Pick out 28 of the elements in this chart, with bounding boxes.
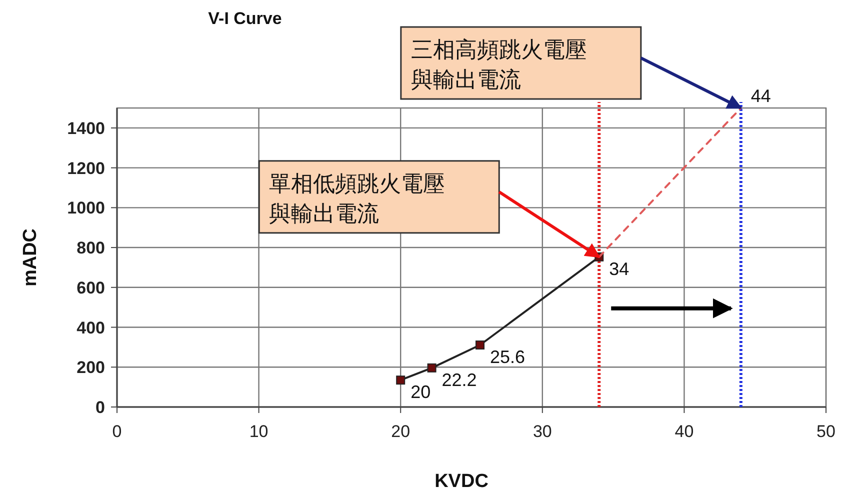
x-tick-label: 10 [249,422,268,441]
x-tick-label: 30 [532,422,552,441]
annotation: 25.6 [490,347,526,368]
y-tick-label: 600 [76,278,105,298]
annotation: 22.2 [442,370,477,390]
annotation: 單相低頻跳火電壓與輸出電流 [269,170,446,226]
y-axis-title: mADC [20,228,41,287]
y-tick-label: 800 [76,238,105,258]
y-tick-label: 200 [76,358,105,378]
annotation: 20 [410,382,431,402]
chart-title: V-I Curve [208,9,282,28]
annotation: 34 [609,258,630,279]
annotation: 單相低頻跳火電壓與輸出電流 [258,160,600,258]
point [427,363,436,372]
x-tick-label: 0 [112,422,122,441]
y-tick-label: 1400 [67,118,105,138]
x-axis-title: KVDC [434,471,489,492]
x-tick-label: 50 [816,422,836,441]
y-tick-label: 0 [96,398,105,417]
y-tick-label: 1200 [67,158,105,178]
y-tick-label: 400 [76,318,105,338]
x-tick-label: 20 [391,422,410,441]
annotation: 44 [750,86,771,106]
y-tick-label: 1000 [67,198,105,218]
x-tick-label: 40 [674,422,694,441]
annotation: 三相高頻跳火電壓與輸出電流 [400,26,742,110]
point [396,376,406,385]
point [476,340,485,350]
